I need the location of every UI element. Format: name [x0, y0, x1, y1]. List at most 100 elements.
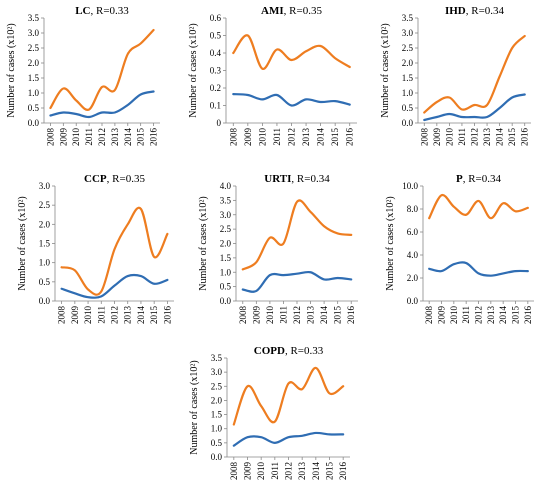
chart-title: IHD, R=0.34 [445, 5, 505, 17]
x-tick-label: 2013 [110, 128, 120, 147]
series-line-orange [232, 366, 345, 426]
x-tick-label: 2012 [287, 128, 297, 146]
y-tick-label: 8.0 [407, 204, 419, 214]
y-tick-label: 1.0 [211, 424, 223, 434]
x-tick-label: 2011 [278, 306, 288, 324]
y-tick-label: 6.0 [407, 227, 419, 237]
y-tick-label: 2.5 [28, 43, 40, 53]
x-tick-label: 2008 [238, 306, 248, 325]
chart-title: CCP, R=0.35 [84, 173, 145, 185]
x-tick-label: 2012 [284, 462, 294, 480]
series-line-blue [60, 273, 169, 299]
x-tick-label: 2013 [306, 306, 316, 325]
chart-title-disease: AMI [261, 5, 284, 17]
series-line-blue [423, 93, 526, 122]
y-tick-label: 0.0 [39, 296, 51, 306]
x-tick-label: 2016 [520, 128, 530, 147]
y-tick-label: 3.5 [220, 195, 232, 205]
series-line-blue [428, 261, 529, 277]
x-tick-label: 2013 [123, 306, 133, 325]
x-tick-label: 2009 [70, 306, 80, 325]
y-tick-label: 3.0 [28, 28, 40, 38]
x-tick-label: 2013 [486, 306, 496, 325]
y-tick-label: 2.5 [211, 381, 223, 391]
x-tick-label: 2016 [162, 306, 172, 325]
x-tick-label: 2011 [461, 306, 471, 324]
x-tick-label: 2015 [136, 128, 146, 147]
chart-title-correlation: , R=0.35 [107, 173, 146, 185]
x-tick-label: 2011 [270, 462, 280, 480]
y-tick-label: 0.5 [210, 31, 222, 41]
chart-panel-urti: URTI, R=0.34 Number of cases (x10²) 0.0 0.5… [198, 173, 358, 324]
x-tick-label: 2009 [251, 306, 261, 325]
chart-panel-lc: LC, R=0.33 Number of cases (x10²) 0.0 0.5 1.… [6, 5, 160, 146]
x-tick-label: 2010 [444, 128, 454, 147]
x-tick-label: 2011 [96, 306, 106, 324]
chart-title-correlation: , R=0.33 [90, 5, 129, 17]
y-tick-label: 0.0 [220, 296, 232, 306]
y-tick-label: 0.3 [210, 66, 222, 76]
x-tick-label: 2012 [474, 306, 484, 324]
y-tick-label: 3.0 [220, 210, 232, 220]
x-tick-label: 2012 [470, 128, 480, 146]
y-tick-label: 0.5 [211, 438, 223, 448]
y-tick-label: 2.0 [220, 239, 232, 249]
x-tick-label: 2014 [311, 462, 321, 481]
series-line-orange [423, 34, 526, 114]
series-line-blue [232, 431, 345, 447]
x-tick-label: 2011 [457, 128, 467, 146]
x-tick-label: 2008 [45, 128, 55, 147]
y-axis-label: Number of cases (x10²) [17, 196, 28, 290]
y-tick-label: 1.0 [402, 88, 414, 98]
y-tick-label: 2.0 [28, 58, 40, 68]
y-tick-label: 1.5 [220, 253, 232, 263]
x-tick-label: 2012 [97, 128, 107, 146]
x-tick-label: 2015 [507, 128, 517, 147]
y-tick-label: 3.5 [211, 353, 223, 363]
x-tick-label: 2015 [330, 128, 340, 147]
y-tick-label: 0.2 [210, 83, 221, 93]
y-tick-label: 10.0 [402, 181, 418, 191]
y-tick-label: 3.0 [211, 367, 223, 377]
x-tick-label: 2009 [432, 128, 442, 147]
x-tick-label: 2010 [257, 128, 267, 147]
chart-title-correlation: , R=0.34 [466, 5, 505, 17]
series-line-blue [232, 93, 351, 107]
y-tick-label: 4.0 [407, 250, 419, 260]
y-tick-label: 0.1 [210, 101, 221, 111]
chart-title-disease: COPD [254, 345, 285, 357]
y-axis-label: Number of cases (x10²) [385, 196, 396, 290]
x-tick-label: 2014 [123, 128, 133, 147]
y-tick-label: 0.5 [220, 282, 232, 292]
x-tick-label: 2016 [346, 306, 356, 325]
y-tick-label: 3.0 [39, 181, 51, 191]
x-tick-label: 2013 [297, 462, 307, 481]
series-line-blue [49, 90, 155, 119]
x-tick-label: 2016 [345, 128, 355, 147]
x-tick-label: 2012 [110, 306, 120, 324]
x-tick-label: 2008 [419, 128, 429, 147]
x-tick-label: 2013 [482, 128, 492, 147]
x-tick-label: 2013 [301, 128, 311, 147]
y-tick-label: 0.5 [28, 103, 40, 113]
x-tick-label: 2016 [149, 128, 159, 147]
y-tick-label: 3.5 [28, 13, 40, 23]
x-tick-label: 2010 [256, 462, 266, 481]
chart-title-correlation: , R=0.35 [284, 5, 323, 17]
x-tick-label: 2016 [338, 462, 348, 481]
x-tick-label: 2010 [265, 306, 275, 325]
x-tick-label: 2014 [136, 306, 146, 325]
x-tick-label: 2010 [449, 306, 459, 325]
x-tick-label: 2014 [319, 306, 329, 325]
x-tick-label: 2011 [272, 128, 282, 146]
x-tick-label: 2015 [325, 462, 335, 481]
x-tick-label: 2008 [228, 128, 238, 147]
chart-title: AMI, R=0.35 [261, 5, 322, 17]
y-axis-label: Number of cases (x10²) [198, 196, 209, 290]
series-line-orange [60, 206, 169, 296]
chart-title-disease: URTI [264, 173, 291, 185]
chart-panel-p: P, R=0.34 Number of cases (x10²) 0.0 2.0 4.0… [385, 173, 534, 324]
y-tick-label: 1.0 [28, 88, 40, 98]
x-tick-label: 2014 [316, 128, 326, 147]
